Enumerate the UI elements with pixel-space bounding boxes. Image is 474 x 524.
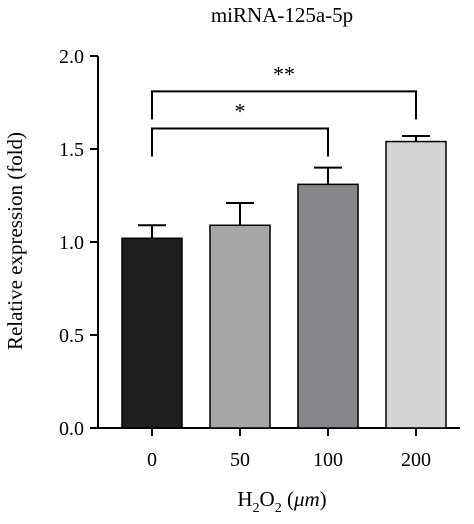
x-label-open: ( [282,487,294,511]
y-tick-label: 0.5 [59,325,84,347]
x-label-mid: O [260,487,275,511]
significance-bracket [151,90,417,120]
y-tick-label: 2.0 [59,46,84,68]
x-label-sub2: 2 [275,501,282,516]
x-tick-label: 50 [230,449,250,471]
x-label-unit: μm [293,487,320,511]
bar [121,237,183,429]
bar [385,140,447,429]
significance-label: * [235,99,246,124]
significance-label: ** [273,61,295,86]
y-axis-label: Relative expression (fold) [3,132,27,350]
x-tick-label: 0 [147,449,157,471]
bar [209,224,271,429]
chart-title: miRNA-125a-5p [211,3,353,27]
x-label-close: ) [320,487,327,511]
y-tick-label: 1.5 [59,139,84,161]
y-tick-label: 0.0 [59,418,84,440]
x-label-sub1: 2 [253,501,260,516]
x-label-base: H [237,487,252,511]
x-axis-label: H2O2 (μm) [237,487,326,516]
significance-bracket [151,127,329,157]
x-tick-label: 200 [401,449,431,471]
y-tick-label: 1.0 [59,232,84,254]
x-tick-label: 100 [313,449,343,471]
plot-area: 0.00.51.01.52.00 50 100 200*** [59,46,460,471]
bar [297,183,359,429]
